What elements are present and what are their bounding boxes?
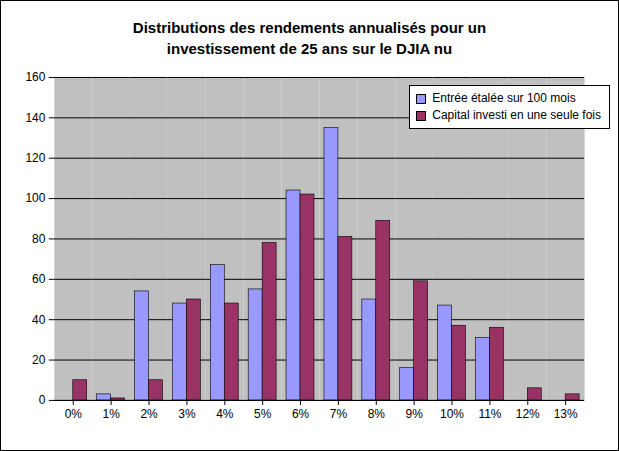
svg-text:60: 60: [32, 272, 46, 286]
svg-text:12%: 12%: [516, 407, 540, 421]
svg-text:2%: 2%: [140, 407, 158, 421]
svg-text:11%: 11%: [478, 407, 501, 421]
svg-text:3%: 3%: [178, 407, 196, 421]
svg-text:1%: 1%: [103, 407, 121, 421]
svg-text:40: 40: [32, 313, 46, 327]
svg-text:100: 100: [25, 191, 45, 205]
svg-text:10%: 10%: [440, 407, 464, 421]
svg-text:0%: 0%: [65, 407, 83, 421]
svg-text:8%: 8%: [368, 407, 386, 421]
svg-text:140: 140: [25, 111, 45, 125]
html-text:Distributions des rendements a: Distributions des rendements annualisés …: [132, 19, 487, 57]
svg-text:20: 20: [32, 353, 46, 367]
svg-text:0: 0: [39, 393, 46, 407]
svg-text:160: 160: [25, 70, 45, 84]
svg-text:120: 120: [25, 151, 45, 165]
svg-text:6%: 6%: [292, 407, 310, 421]
svg-text:5%: 5%: [254, 407, 272, 421]
svg-text:7%: 7%: [330, 407, 348, 421]
svg-text:9%: 9%: [406, 407, 424, 421]
svg-text:4%: 4%: [216, 407, 234, 421]
svg-text:80: 80: [32, 232, 46, 246]
svg-text:13%: 13%: [554, 407, 578, 421]
html-text:Capital investi en une seule f: Capital investi en une seule fois: [432, 108, 601, 122]
html-text:Entrée étalée sur 100 mois: Entrée étalée sur 100 mois: [432, 91, 576, 105]
